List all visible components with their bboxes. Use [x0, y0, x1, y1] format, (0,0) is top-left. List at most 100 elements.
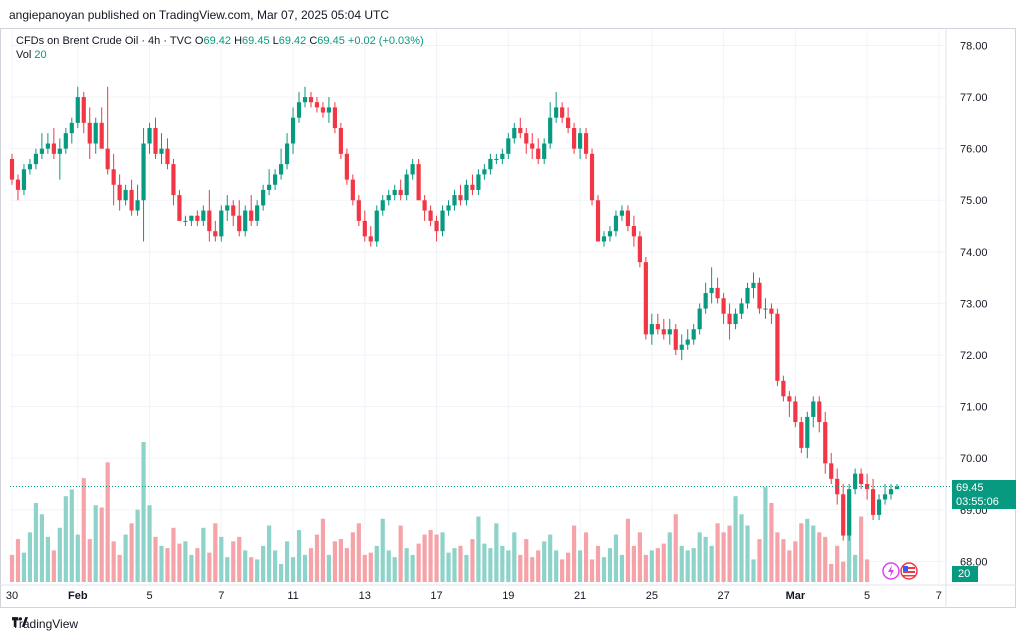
volume-bar: [219, 536, 224, 582]
volume-bar: [781, 539, 786, 582]
candle-body: [344, 153, 349, 180]
lightning-icon[interactable]: [882, 562, 900, 580]
candle-body: [560, 107, 565, 118]
volume-bar: [811, 525, 816, 582]
volume-bar: [153, 536, 158, 582]
candle-body: [93, 122, 98, 144]
candle-body: [882, 494, 888, 500]
candle-body: [572, 128, 577, 149]
candle-body: [452, 195, 457, 206]
candle-body: [165, 148, 170, 165]
volume-bar: [721, 532, 726, 582]
volume-bar: [793, 541, 798, 582]
date-tick-label: 17: [430, 590, 442, 602]
candle-body: [440, 210, 445, 232]
volume-bar: [135, 509, 140, 582]
candle-body: [404, 174, 409, 196]
volume-bar: [249, 557, 254, 582]
date-tick-label: 30: [6, 590, 18, 602]
candle-body: [470, 184, 475, 190]
candle-body: [679, 344, 684, 350]
volume-bar: [267, 525, 272, 582]
candle-body: [201, 210, 206, 221]
candle-body: [697, 308, 702, 330]
volume-bar: [488, 548, 493, 582]
candle-body: [500, 153, 505, 159]
volume-bar: [314, 534, 320, 582]
candle-body: [362, 220, 367, 237]
candle-body: [15, 179, 21, 190]
candle-body: [225, 205, 230, 211]
volume-bar: [99, 507, 104, 582]
candle-body: [147, 128, 152, 144]
candle-body: [518, 128, 523, 134]
volume-bar: [165, 548, 170, 582]
event-icons[interactable]: [881, 561, 921, 581]
candle-body: [290, 117, 296, 144]
candle-body: [733, 313, 738, 325]
date-tick-label: 13: [359, 590, 371, 602]
price-tick-label: 70.00: [960, 453, 988, 465]
price-tick-label: 72.00: [960, 350, 988, 362]
candle-body: [195, 215, 200, 221]
volume-bar: [613, 534, 619, 582]
us-flag-icon[interactable]: [900, 562, 918, 580]
price-tick-label: 68.00: [960, 556, 988, 568]
candle-body: [338, 128, 343, 154]
volume-bar: [243, 550, 248, 582]
candle-body: [888, 489, 894, 495]
volume-bar: [374, 545, 379, 582]
volume-bar: [368, 552, 373, 582]
candle-body: [189, 215, 194, 221]
candle-body: [841, 494, 846, 536]
candle-body: [21, 169, 27, 190]
legend-low: 69.42: [278, 35, 307, 47]
candle-body: [75, 97, 80, 123]
candle-body: [368, 236, 373, 242]
volume-bar: [661, 543, 666, 582]
volume-bar: [362, 554, 367, 582]
date-tick-label: 27: [717, 590, 729, 602]
candle-body: [302, 97, 308, 103]
candle-body: [524, 133, 529, 144]
volume-bar: [512, 532, 517, 582]
candle-body: [512, 128, 517, 139]
legend-close: 69.45: [317, 35, 345, 47]
volume-bar: [237, 536, 242, 582]
legend-low-label: L: [272, 35, 279, 47]
candle-body: [835, 478, 840, 495]
candle-body: [763, 308, 768, 310]
volume-bar: [679, 545, 684, 582]
volume-bar: [841, 561, 846, 582]
volume-bar: [51, 550, 56, 582]
volume-bar: [57, 527, 62, 582]
volume-bar: [859, 516, 864, 582]
candle-body: [542, 143, 547, 159]
volume-bar: [739, 514, 744, 582]
volume-bar: [183, 541, 188, 582]
date-tick-label: 5: [864, 590, 870, 602]
candle-body: [350, 179, 355, 201]
candle-body: [458, 195, 463, 201]
volume-bar: [45, 536, 50, 582]
volume-bar: [302, 554, 308, 582]
candle-body: [853, 473, 858, 490]
candle-body: [703, 293, 708, 309]
candle-body: [577, 133, 583, 149]
volume-bar: [500, 545, 505, 582]
date-tick-label: 7: [936, 590, 942, 602]
volume-bar: [422, 534, 427, 582]
volume-bar: [619, 554, 625, 582]
date-tick-label: 11: [287, 590, 298, 602]
candle-body: [721, 298, 726, 314]
candle-body: [787, 396, 792, 402]
volume-bar: [111, 541, 116, 582]
volume-tag: 20: [952, 566, 978, 582]
volume-bar: [171, 527, 176, 582]
volume-bar: [213, 523, 218, 582]
footer-brand[interactable]: TradingView: [12, 617, 78, 631]
candle-body: [482, 169, 487, 175]
candle-body: [159, 148, 164, 154]
volume-bar: [428, 530, 433, 582]
